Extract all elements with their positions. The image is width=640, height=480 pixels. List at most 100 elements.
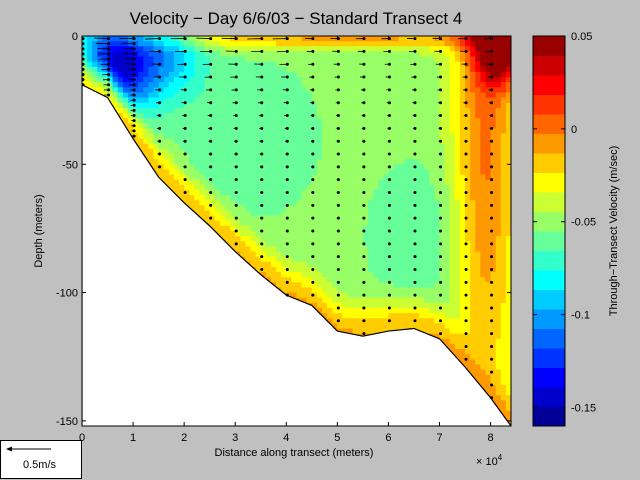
contour-cell (316, 287, 323, 294)
contour-cell (403, 77, 410, 83)
contour-cell (301, 179, 308, 186)
contour-cell (230, 220, 236, 227)
velocity-arrow-head (439, 178, 443, 182)
contour-cell (480, 246, 487, 253)
contour-cell (495, 71, 502, 78)
contour-cell (337, 56, 344, 63)
contour-cell (173, 184, 180, 191)
velocity-arrow-head (439, 255, 443, 259)
contour-cell (199, 143, 206, 150)
contour-cell (337, 97, 344, 104)
contour-cell (403, 174, 410, 181)
contour-cell (291, 56, 298, 63)
contour-cell (179, 123, 185, 129)
contour-cell (286, 41, 292, 47)
contour-cell (357, 323, 364, 330)
contour-cell (413, 51, 420, 58)
contour-cell (490, 236, 497, 242)
contour-cell (225, 210, 231, 217)
contour-cell (378, 328, 384, 335)
velocity-arrow-head (107, 57, 111, 61)
contour-cell (225, 107, 231, 114)
contour-cell (424, 92, 430, 99)
contour-cell (500, 395, 507, 401)
contour-cell (153, 123, 160, 129)
contour-cell (291, 251, 298, 258)
contour-cell (148, 123, 155, 129)
contour-cell (327, 143, 333, 150)
contour-cell (500, 313, 507, 319)
contour-cell (352, 56, 359, 63)
contour-cell (127, 123, 134, 129)
contour-cell (291, 241, 298, 247)
contour-cell (424, 164, 430, 171)
contour-cell (449, 343, 456, 350)
contour-cell (495, 107, 502, 114)
contour-cell (143, 41, 149, 47)
contour-cell (240, 236, 247, 242)
contour-cell (332, 148, 338, 155)
contour-cell (429, 159, 435, 165)
contour-cell (439, 241, 446, 247)
contour-cell (342, 189, 349, 196)
contour-cell (362, 56, 369, 63)
contour-cell (475, 87, 481, 94)
contour-cell (373, 297, 379, 304)
contour-cell (439, 41, 446, 47)
contour-cell (434, 102, 441, 109)
contour-cell (475, 292, 481, 299)
contour-cell (92, 56, 98, 63)
contour-cell (378, 323, 384, 330)
contour-cell (475, 313, 481, 319)
contour-cell (434, 292, 441, 299)
contour-cell (189, 184, 195, 191)
contour-cell (408, 261, 415, 268)
contour-cell (179, 118, 185, 124)
contour-cell (352, 210, 359, 217)
contour-cell (281, 272, 287, 278)
contour-cell (383, 87, 390, 94)
contour-cell (439, 71, 446, 78)
contour-cell (470, 272, 476, 278)
contour-cell (311, 287, 318, 294)
velocity-arrow-head (311, 178, 315, 182)
velocity-arrow-head (209, 126, 213, 130)
contour-cell (235, 184, 241, 191)
contour-cell (189, 195, 195, 201)
contour-cell (388, 97, 395, 104)
contour-cell (362, 287, 369, 294)
contour-cell (296, 71, 303, 78)
contour-cell (373, 123, 379, 129)
contour-cell (97, 61, 104, 68)
contour-cell (470, 297, 476, 304)
contour-cell (270, 41, 277, 47)
velocity-arrow-head (234, 191, 238, 195)
contour-cell (465, 138, 471, 145)
contour-cell (495, 297, 502, 304)
contour-cell (368, 36, 374, 42)
velocity-arrow-head (107, 37, 111, 41)
contour-cell (454, 46, 461, 52)
contour-cell (184, 123, 190, 129)
contour-cell (459, 107, 466, 114)
contour-cell (291, 133, 298, 140)
contour-cell (475, 277, 481, 283)
contour-cell (398, 184, 405, 191)
contour-cell (322, 46, 328, 52)
velocity-arrow-head (132, 47, 136, 51)
contour-cell (184, 87, 190, 94)
contour-cell (444, 220, 451, 227)
contour-cell (439, 313, 446, 319)
velocity-arrow-head (209, 178, 213, 182)
contour-cell (398, 292, 405, 299)
contour-cell (255, 41, 262, 47)
contour-cell (240, 128, 247, 135)
contour-cell (408, 71, 415, 78)
velocity-arrow-head (336, 101, 340, 105)
contour-cell (219, 189, 226, 196)
contour-cell (505, 205, 511, 212)
contour-cell (296, 169, 303, 176)
contour-cell (490, 112, 497, 119)
contour-cell (281, 287, 287, 294)
contour-cell (419, 246, 425, 253)
